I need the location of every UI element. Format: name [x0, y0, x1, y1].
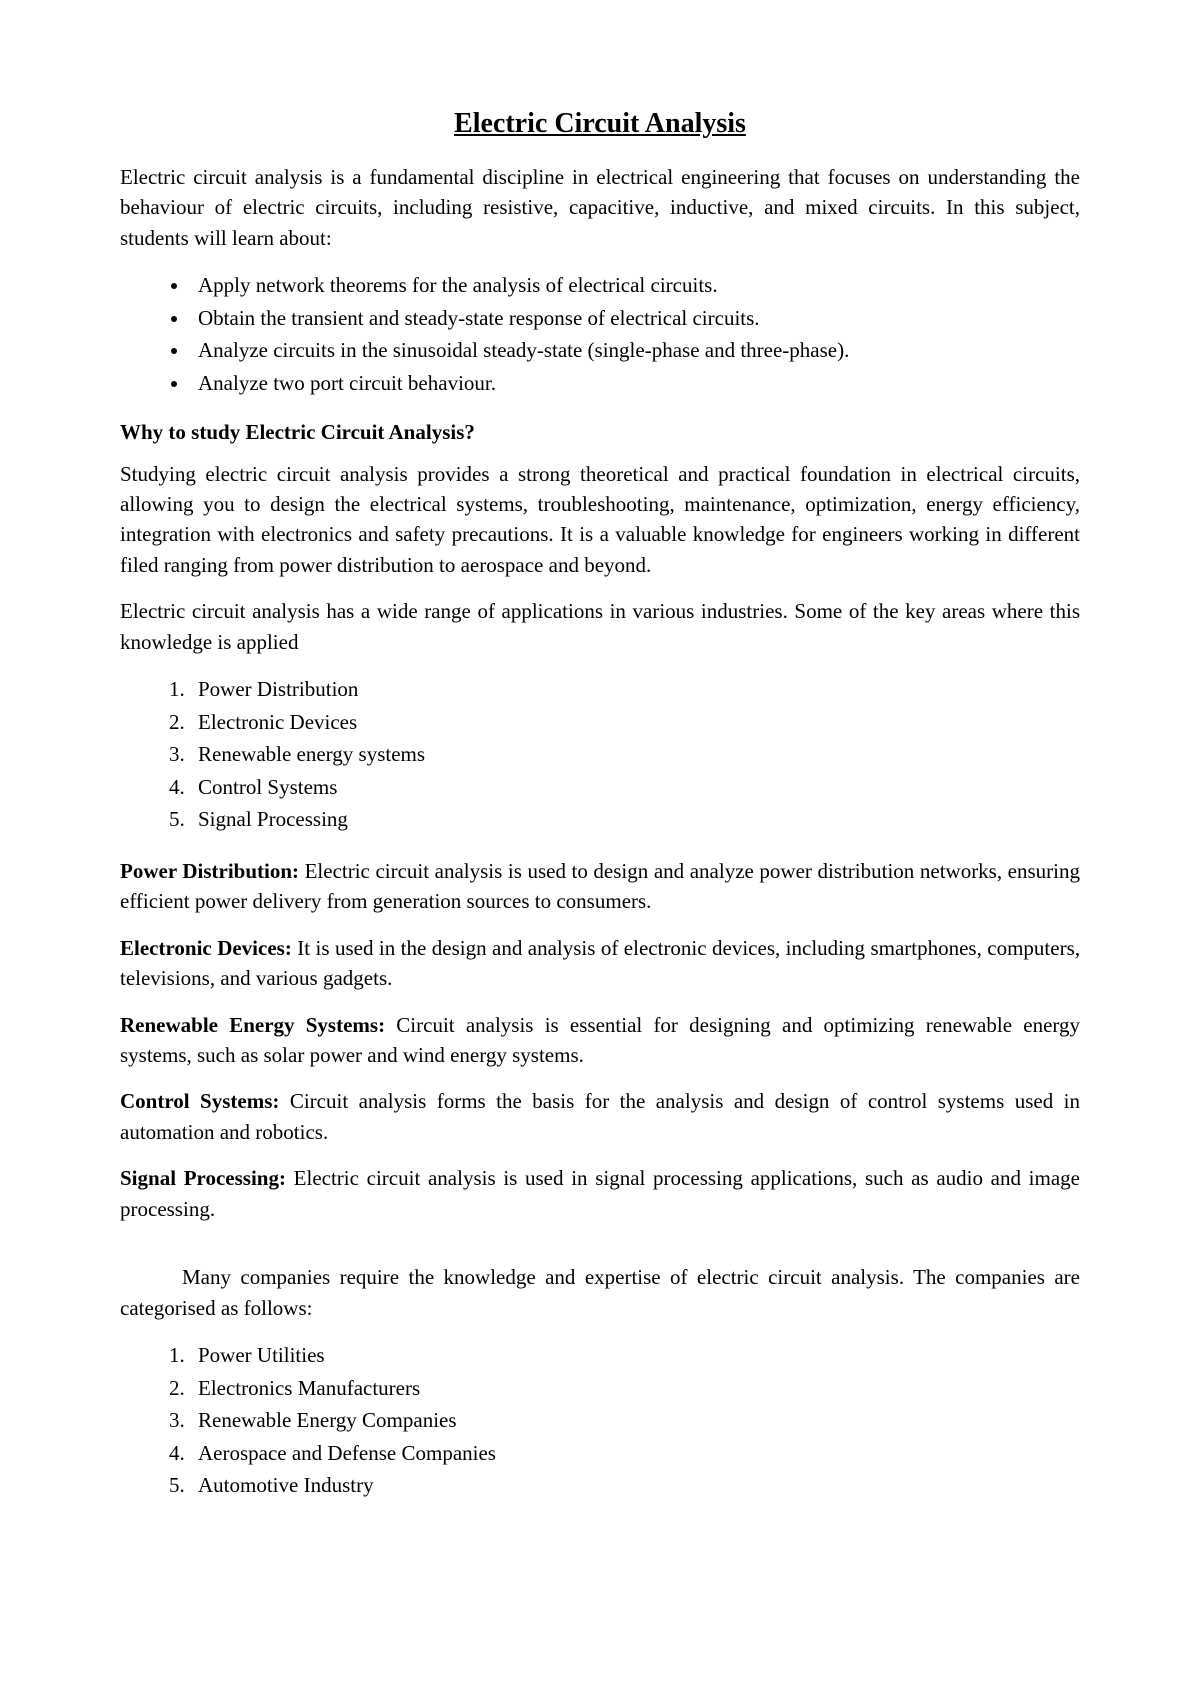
objectives-list: Apply network theorems for the analysis …: [120, 269, 1080, 399]
definition-renewable-energy: Renewable Energy Systems: Circuit analys…: [120, 1010, 1080, 1071]
definition-term: Renewable Energy Systems:: [120, 1013, 385, 1037]
list-item: Electronics Manufacturers: [190, 1372, 1080, 1405]
definition-electronic-devices: Electronic Devices: It is used in the de…: [120, 933, 1080, 994]
list-item: Analyze circuits in the sinusoidal stead…: [190, 334, 1080, 367]
list-item: Control Systems: [190, 771, 1080, 804]
definition-term: Control Systems:: [120, 1089, 279, 1113]
list-item: Power Utilities: [190, 1339, 1080, 1372]
list-item: Analyze two port circuit behaviour.: [190, 367, 1080, 400]
list-item: Apply network theorems for the analysis …: [190, 269, 1080, 302]
intro-paragraph: Electric circuit analysis is a fundament…: [120, 162, 1080, 253]
list-item: Signal Processing: [190, 803, 1080, 836]
companies-intro: Many companies require the knowledge and…: [120, 1262, 1080, 1323]
list-item: Power Distribution: [190, 673, 1080, 706]
why-heading: Why to study Electric Circuit Analysis?: [120, 420, 1080, 445]
page-title: Electric Circuit Analysis: [120, 108, 1080, 140]
definition-power-distribution: Power Distribution: Electric circuit ana…: [120, 856, 1080, 917]
definition-signal-processing: Signal Processing: Electric circuit anal…: [120, 1163, 1080, 1224]
companies-list: Power Utilities Electronics Manufacturer…: [120, 1339, 1080, 1502]
list-item: Renewable Energy Companies: [190, 1404, 1080, 1437]
list-item: Automotive Industry: [190, 1469, 1080, 1502]
definition-term: Power Distribution:: [120, 859, 299, 883]
list-item: Electronic Devices: [190, 706, 1080, 739]
applications-list: Power Distribution Electronic Devices Re…: [120, 673, 1080, 836]
definition-control-systems: Control Systems: Circuit analysis forms …: [120, 1086, 1080, 1147]
list-item: Aerospace and Defense Companies: [190, 1437, 1080, 1470]
why-paragraph: Studying electric circuit analysis provi…: [120, 459, 1080, 581]
list-item: Obtain the transient and steady-state re…: [190, 302, 1080, 335]
definition-term: Signal Processing:: [120, 1166, 286, 1190]
applications-intro: Electric circuit analysis has a wide ran…: [120, 596, 1080, 657]
list-item: Renewable energy systems: [190, 738, 1080, 771]
definition-term: Electronic Devices:: [120, 936, 292, 960]
